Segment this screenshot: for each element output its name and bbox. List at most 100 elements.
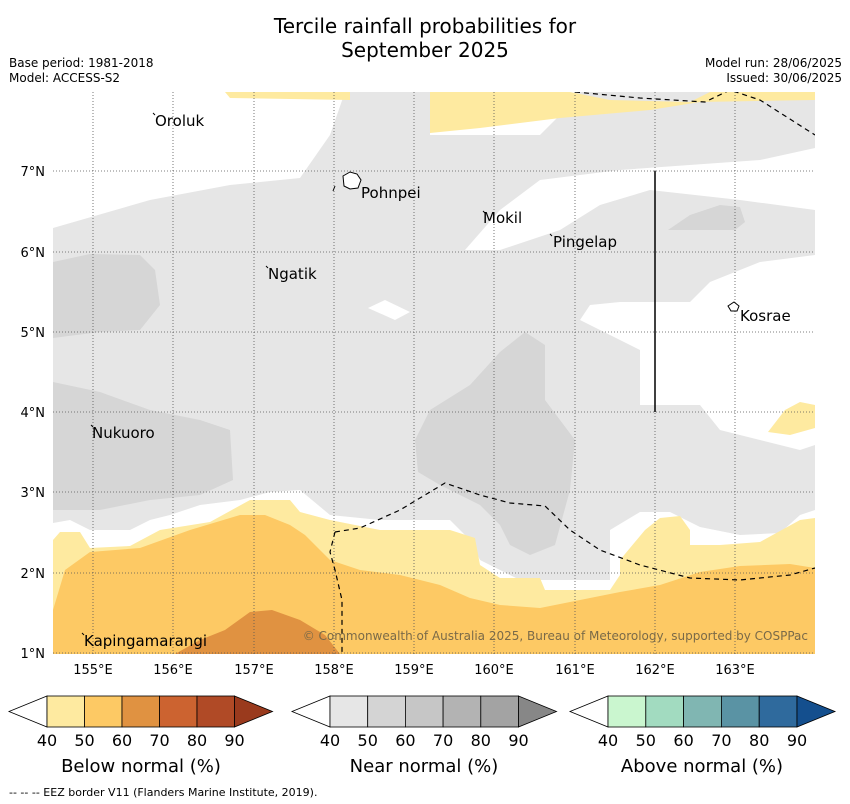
base-period-text: Base period: 1981-2018 <box>9 56 154 70</box>
lat-tick: 4°N <box>21 406 46 421</box>
near-normal-60-southwest <box>53 382 233 510</box>
colorbar-tick-label: 90 <box>787 731 807 750</box>
colorbar-below-normal: 40 50 60 70 80 90 <box>7 695 274 750</box>
colorbar-segment <box>683 695 722 728</box>
below-normal-40-north-east <box>430 92 815 133</box>
place-label-kapingamarangi: Kapingamarangi <box>84 632 207 650</box>
lon-tick: 155°E <box>73 663 113 678</box>
issued-text: Issued: 30/06/2025 <box>726 71 842 85</box>
colorbar-min-arrow <box>290 695 331 728</box>
place-label-mokil: Mokil <box>483 209 522 227</box>
colorbar-segment <box>367 695 406 728</box>
lon-tick: 160°E <box>474 663 514 678</box>
lat-tick: 1°N <box>21 647 46 662</box>
map-title-line-2: September 2025 <box>341 38 509 62</box>
kosrae-island <box>727 301 740 312</box>
colorbar-max-arrow <box>234 695 274 728</box>
colorbar-segment <box>758 695 798 728</box>
near-normal-50-region <box>53 92 815 580</box>
lat-tick: 3°N <box>21 486 46 501</box>
colorbar-max-arrow <box>796 695 837 728</box>
colorbar-tick-label: 90 <box>224 731 244 750</box>
place-label-pohnpei: Pohnpei <box>361 184 421 202</box>
colorbar-max-arrow <box>518 695 558 728</box>
colorbar-tick-label: 70 <box>433 731 453 750</box>
lat-tick: 6°N <box>21 246 46 261</box>
pohnpei-island <box>342 171 362 190</box>
longitude-ticks: 155°E 156°E 157°E 158°E 159°E 160°E 161°… <box>73 663 755 678</box>
model-run-text: Model run: 28/06/2025 <box>704 56 842 70</box>
white-gap-center <box>368 300 410 320</box>
lat-tick: 7°N <box>21 165 46 180</box>
place-label-ngatik: Ngatik <box>268 265 317 283</box>
colorbar-segment <box>46 695 85 728</box>
colorbar-tick-label: 70 <box>711 731 731 750</box>
map-area: Oroluk Pohnpei Mokil Pingelap Ngatik Kos… <box>53 92 815 654</box>
colorbar-tick-label: 50 <box>74 731 94 750</box>
eez-border <box>329 92 815 654</box>
colorbar-tick-label: 80 <box>749 731 769 750</box>
legend-colorbars: 40 50 60 70 80 90 40 50 60 70 80 90 40 50 60 70 80 90 B… <box>7 695 837 777</box>
eez-footnote: -- -- -- EEZ border V11 (Flanders Marine… <box>9 786 318 799</box>
lon-tick: 163°E <box>715 663 755 678</box>
copyright-text: © Commonwealth of Australia 2025, Bureau… <box>303 629 808 643</box>
colorbar-segment <box>196 695 235 728</box>
near-normal-60-east <box>668 205 745 230</box>
colorbar-tick-label: 40 <box>598 731 618 750</box>
place-label-nukuoro: Nukuoro <box>92 424 155 442</box>
lon-tick: 159°E <box>394 663 434 678</box>
lon-tick: 161°E <box>555 663 595 678</box>
graticule <box>53 92 815 654</box>
colorbar-min-arrow <box>568 695 609 728</box>
legend-label-near: Near normal (%) <box>350 756 499 777</box>
place-label-pingelap: Pingelap <box>553 233 617 251</box>
below-normal-40-east <box>768 402 815 435</box>
lon-tick: 158°E <box>314 663 354 678</box>
colorbar-tick-label: 90 <box>508 731 528 750</box>
colorbar-tick-label: 60 <box>673 731 693 750</box>
place-label-oroluk: Oroluk <box>155 112 204 130</box>
latitude-ticks: 7°N 6°N 5°N 4°N 3°N 2°N 1°N <box>21 165 46 662</box>
colorbar-segment <box>159 695 198 728</box>
colorbar-segment <box>480 695 519 728</box>
colorbar-tick-label: 60 <box>112 731 132 750</box>
colorbar-segment <box>121 695 160 728</box>
colorbar-segment <box>442 695 482 728</box>
colorbar-tick-label: 40 <box>37 731 57 750</box>
near-normal-60-west <box>53 254 160 338</box>
white-gap-oroluk <box>120 92 138 130</box>
colorbar-segment <box>721 695 760 728</box>
model-text: Model: ACCESS-S2 <box>9 71 121 85</box>
colorbar-tick-label: 50 <box>358 731 378 750</box>
colorbar-segment <box>645 695 684 728</box>
atoll-markers <box>81 112 553 636</box>
below-normal-40-north-west <box>225 92 350 100</box>
colorbar-tick-label: 40 <box>320 731 340 750</box>
colorbar-tick-label: 80 <box>471 731 491 750</box>
near-normal-60-central <box>415 332 575 555</box>
colorbar-near-normal: 40 50 60 70 80 90 <box>290 695 558 750</box>
colorbar-tick-label: 80 <box>187 731 207 750</box>
colorbar-segment <box>329 695 369 728</box>
place-labels: Oroluk Pohnpei Mokil Pingelap Ngatik Kos… <box>84 112 791 650</box>
legend-label-below: Below normal (%) <box>61 756 221 777</box>
colorbar-min-arrow <box>7 695 48 728</box>
colorbar-segment <box>607 695 647 728</box>
ant-atoll-mark <box>332 185 336 192</box>
lat-tick: 2°N <box>21 567 46 582</box>
lat-tick: 5°N <box>21 326 46 341</box>
colorbar-tick-label: 70 <box>149 731 169 750</box>
place-label-kosrae: Kosrae <box>740 307 791 325</box>
lon-tick: 157°E <box>234 663 274 678</box>
legend-label-above: Above normal (%) <box>621 756 783 777</box>
colorbar-tick-label: 50 <box>636 731 656 750</box>
colorbar-segment <box>404 695 444 728</box>
colorbar-above-normal: 40 50 60 70 80 90 <box>568 695 837 750</box>
rainfall-probability-map: Oroluk Pohnpei Mokil Pingelap Ngatik Kos… <box>21 92 815 678</box>
lon-tick: 162°E <box>635 663 675 678</box>
below-normal-60-region <box>175 610 340 654</box>
lon-tick: 156°E <box>153 663 193 678</box>
colorbar-tick-label: 60 <box>395 731 415 750</box>
map-title-line-1: Tercile rainfall probabilities for <box>273 14 577 38</box>
colorbar-segment <box>84 695 123 728</box>
